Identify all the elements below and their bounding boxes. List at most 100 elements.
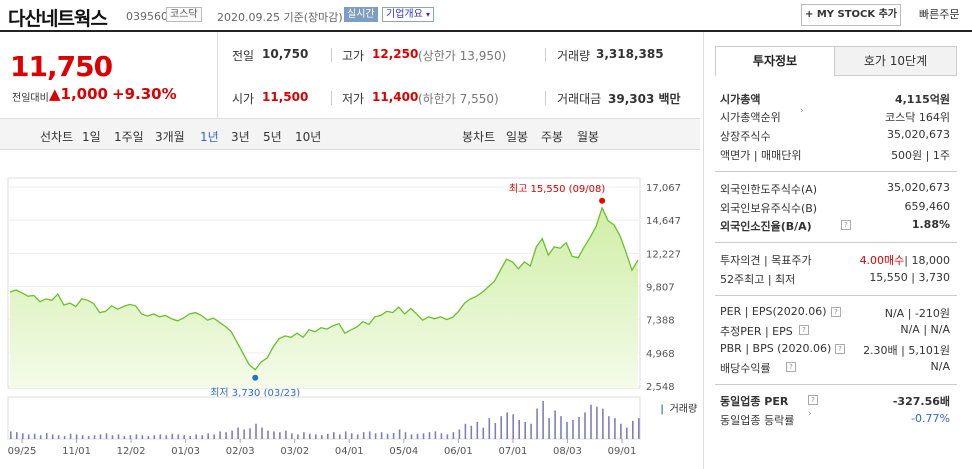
- amount-value: 39,303 백만: [608, 92, 681, 106]
- more-icon[interactable]: ›: [808, 409, 812, 419]
- amount-label: 거래대금: [557, 92, 602, 106]
- x-tick-label: 11/01: [62, 446, 91, 457]
- volume-bar: [512, 414, 514, 439]
- volume-label: 거래량: [557, 49, 591, 63]
- range-3m[interactable]: 3개월: [155, 130, 185, 144]
- section-divider: [715, 384, 957, 385]
- volume-bar: [422, 433, 425, 439]
- company-info-dropdown[interactable]: 기업개요 ▾: [382, 7, 435, 22]
- volume-bar: [548, 418, 550, 439]
- volume-bar: [249, 428, 251, 439]
- divider: [331, 91, 332, 105]
- range-1w[interactable]: 1주일: [114, 130, 144, 144]
- volume-bar: [16, 432, 18, 439]
- open-label: 시가: [232, 92, 255, 106]
- volume-bar: [464, 423, 467, 439]
- volume-bar: [470, 425, 473, 439]
- info-label: 상장주식수: [720, 130, 771, 143]
- volume-bar: [63, 436, 66, 439]
- low-label: 저가: [342, 92, 365, 106]
- y-tick-label: 7,388: [646, 316, 675, 327]
- info-value: 35,020,673: [887, 128, 950, 141]
- volume-bar: [321, 435, 323, 439]
- info-value: N/A | -210원: [884, 307, 950, 320]
- prev-close-value: 10,750: [262, 47, 309, 61]
- help-icon[interactable]: ?: [841, 220, 851, 230]
- volume-bar: [386, 433, 389, 439]
- volume-bar: [219, 431, 221, 439]
- change-value: ▲1,000: [49, 85, 108, 103]
- volume-bar: [267, 430, 269, 439]
- tab-orderbook[interactable]: 호가 10단계: [834, 46, 957, 76]
- volume-value: 3,318,385: [596, 47, 664, 61]
- current-price: 11,750: [10, 50, 113, 83]
- volume-bar: [638, 418, 640, 439]
- volume-bar: [147, 436, 150, 439]
- volume-bar: [542, 401, 544, 439]
- candle-monthly[interactable]: 월봉: [577, 130, 600, 144]
- candle-chart-label: 봉차트: [462, 130, 496, 144]
- volume-bar: [374, 433, 377, 439]
- help-icon[interactable]: ?: [786, 362, 796, 372]
- volume-bar: [177, 434, 180, 439]
- x-tick-label: 05/04: [389, 446, 418, 457]
- volume-bar: [554, 410, 556, 439]
- tab-investment-info[interactable]: 투자정보: [715, 46, 835, 76]
- info-value: 659,460: [904, 200, 951, 213]
- info-value: N/A | N/A: [900, 323, 950, 336]
- volume-bar: [494, 423, 497, 439]
- range-10y[interactable]: 10년: [295, 130, 322, 144]
- my-stock-add-button[interactable]: + MY STOCK 추가: [801, 4, 901, 26]
- volume-label-text: 거래량: [670, 403, 698, 415]
- volume-bar: [560, 416, 562, 439]
- help-icon[interactable]: ?: [835, 344, 845, 354]
- volume-bar: [380, 432, 383, 439]
- range-5y[interactable]: 5년: [263, 130, 282, 144]
- volume-bar: [33, 433, 36, 439]
- info-label: 외국인소진율(B/A): [720, 220, 812, 233]
- volume-bar: [566, 421, 568, 439]
- volume-bar: [608, 416, 610, 439]
- more-icon[interactable]: ›: [800, 106, 804, 116]
- volume-bar: [327, 433, 329, 439]
- realtime-button[interactable]: 실시간: [344, 7, 378, 22]
- candle-weekly[interactable]: 주봉: [541, 130, 564, 144]
- help-icon[interactable]: ?: [831, 307, 841, 317]
- info-value: -327.56배: [892, 395, 950, 408]
- info-label: 투자의견 | 목표주가: [720, 254, 812, 267]
- x-tick-label: 03/02: [280, 446, 309, 457]
- help-icon[interactable]: ?: [799, 325, 809, 335]
- info-label: 동일업종 PER: [720, 395, 789, 408]
- range-3y[interactable]: 3년: [231, 130, 250, 144]
- volume-bar: [530, 423, 532, 439]
- volume-bar: [434, 431, 437, 439]
- volume-bar: [440, 433, 443, 439]
- volume-bar: [578, 417, 580, 439]
- volume-bar: [458, 429, 461, 439]
- divider: [545, 48, 546, 62]
- volume-bar: [171, 433, 174, 439]
- y-tick-label: 2,548: [646, 382, 675, 393]
- prev-close-label: 전일: [232, 49, 255, 63]
- quick-order-button[interactable]: 빠른주문: [919, 8, 960, 21]
- volume-bar: [506, 412, 508, 439]
- volume-bar: [213, 434, 215, 439]
- range-1d[interactable]: 1일: [82, 130, 101, 144]
- divider: [545, 91, 546, 105]
- volume-bar: [285, 430, 287, 439]
- x-tick-label: 09/25: [8, 446, 37, 457]
- volume-bar: [279, 432, 281, 439]
- volume-bar: [237, 427, 239, 439]
- range-1y[interactable]: 1년: [200, 130, 219, 144]
- x-tick-label: 09/01: [608, 446, 637, 457]
- volume-bar: [350, 433, 353, 439]
- volume-bar: [488, 418, 491, 439]
- company-info-label: 기업개요: [386, 9, 423, 20]
- help-icon[interactable]: ?: [808, 395, 818, 405]
- stock-code: 039560: [126, 10, 168, 23]
- opinion-value: 4.00매수: [859, 254, 905, 267]
- candle-daily[interactable]: 일봉: [506, 130, 529, 144]
- volume-bar: [10, 431, 12, 439]
- right-panel: [703, 32, 972, 469]
- stock-name: 다산네트웍스: [8, 8, 108, 30]
